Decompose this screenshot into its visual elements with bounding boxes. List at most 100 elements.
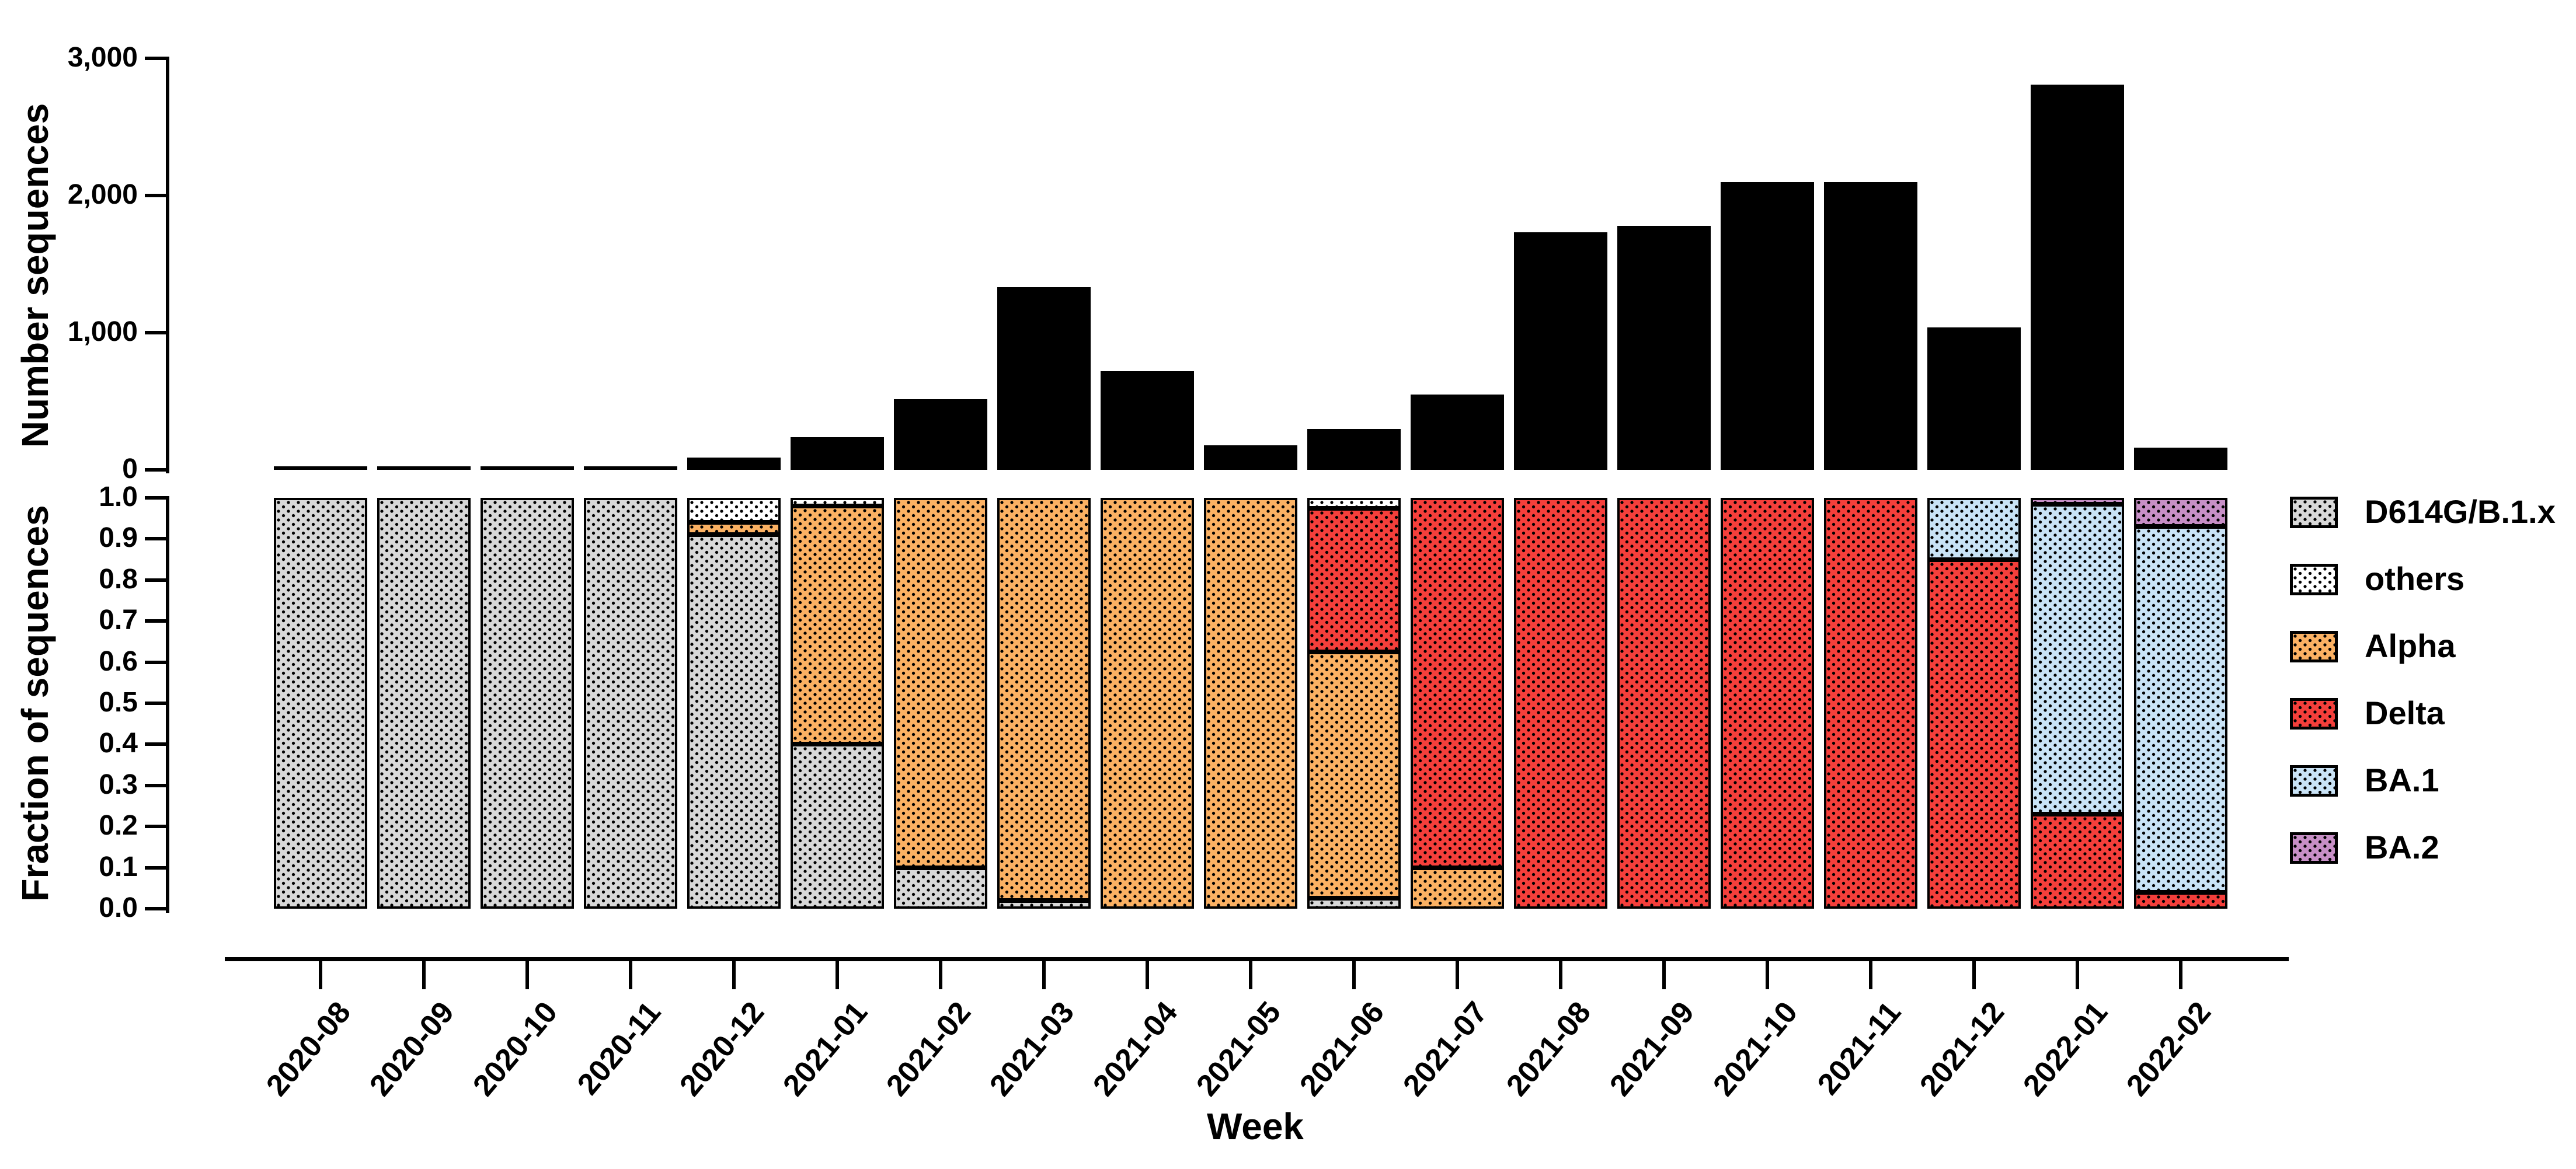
top-bar-2020-08 — [274, 466, 367, 470]
stack-segment-delta — [1927, 559, 2021, 909]
bottom-y-tick — [145, 660, 166, 664]
legend-label-d614g-b-1-x: D614G/B.1.x — [2365, 493, 2556, 530]
top-y-tick — [145, 331, 166, 334]
stack-segment-ba-2 — [2031, 498, 2124, 504]
top-bar-2020-10 — [481, 466, 574, 470]
stack-segment-alpha — [791, 506, 884, 745]
bottom-y-tick-label: 0.4 — [99, 728, 138, 759]
x-tick — [422, 961, 426, 989]
x-tick — [525, 961, 529, 989]
x-tick — [1869, 961, 1872, 989]
stack-segment-d614g-b-1-x — [584, 498, 677, 909]
bottom-y-tick-label: 0.1 — [99, 851, 138, 882]
top-bar-2021-04 — [1101, 371, 1194, 470]
stack-segment-delta — [1307, 508, 1401, 652]
x-tick — [1249, 961, 1252, 989]
legend-label-alpha: Alpha — [2365, 627, 2456, 664]
stack-segment-d614g-b-1-x — [687, 535, 781, 909]
top-y-tick — [145, 468, 166, 472]
bottom-y-axis-spine — [166, 496, 169, 913]
x-tick — [1766, 961, 1769, 989]
top-y-tick-label: 1,000 — [67, 316, 138, 347]
stack-segment-delta — [1514, 498, 1607, 909]
top-bar-2021-10 — [1721, 182, 1814, 470]
x-tick — [732, 961, 736, 989]
top-bar-2021-08 — [1514, 232, 1607, 470]
legend-swatch-alpha — [2290, 631, 2338, 662]
top-bar-2020-11 — [584, 466, 677, 470]
stack-segment-ba-1 — [2134, 526, 2227, 892]
top-bar-2022-01 — [2031, 84, 2124, 470]
bottom-y-tick-label: 0.6 — [99, 645, 138, 677]
bottom-y-tick — [145, 537, 166, 541]
stack-segment-d614g-b-1-x — [997, 900, 1091, 909]
bottom-y-tick-label: 0.0 — [99, 892, 138, 923]
stack-segment-delta — [2031, 814, 2124, 909]
top-bar-2020-09 — [377, 466, 471, 470]
bottom-y-tick — [145, 783, 166, 787]
x-tick — [939, 961, 942, 989]
top-bar-2022-02 — [2134, 448, 2227, 470]
stack-segment-alpha — [687, 522, 781, 535]
stack-segment-alpha — [1101, 498, 1194, 909]
stack-segment-ba-2 — [2134, 498, 2227, 527]
stack-segment-alpha — [1411, 867, 1504, 909]
x-tick — [2179, 961, 2182, 989]
top-y-tick — [145, 57, 166, 60]
stack-segment-others — [791, 498, 884, 507]
stack-segment-d614g-b-1-x — [791, 744, 884, 909]
top-bar-2021-01 — [791, 437, 884, 470]
bottom-y-tick-label: 0.3 — [99, 769, 138, 800]
bottom-y-tick — [145, 702, 166, 705]
legend: D614G/B.1.x others Alpha Delta BA.1 BA.2 — [2277, 484, 2576, 893]
stack-segment-alpha — [1307, 652, 1401, 899]
top-bar-2021-06 — [1307, 428, 1401, 470]
bottom-y-tick-label: 0.9 — [99, 522, 138, 554]
x-tick — [2076, 961, 2079, 989]
legend-swatch-delta — [2290, 698, 2338, 730]
stack-segment-delta — [2134, 892, 2227, 909]
x-tick — [836, 961, 839, 989]
stack-segment-d614g-b-1-x — [481, 498, 574, 909]
bottom-y-tick — [145, 825, 166, 829]
top-bar-2021-02 — [894, 399, 987, 470]
top-bar-2021-07 — [1411, 394, 1504, 470]
x-tick — [1146, 961, 1149, 989]
bottom-y-tick — [145, 907, 166, 910]
legend-swatch-ba-1 — [2290, 765, 2338, 797]
top-y-axis-spine — [166, 57, 169, 473]
top-bar-chart: 0 1,000 2,000 3,000 — [0, 0, 2576, 502]
top-bar-2020-12 — [687, 457, 781, 470]
stack-segment-others — [687, 498, 781, 523]
x-tick — [1972, 961, 1976, 989]
x-tick — [629, 961, 632, 989]
legend-swatch-others — [2290, 564, 2338, 595]
x-tick — [1662, 961, 1666, 989]
x-tick — [1352, 961, 1356, 989]
legend-label-delta: Delta — [2365, 695, 2445, 731]
stack-segment-d614g-b-1-x — [274, 498, 367, 909]
stack-segment-delta — [1617, 498, 1711, 909]
bottom-y-tick-label: 0.7 — [99, 605, 138, 636]
stack-segment-alpha — [894, 498, 987, 868]
x-tick — [1559, 961, 1562, 989]
top-bar-2021-11 — [1824, 182, 1917, 470]
stack-segment-d614g-b-1-x — [377, 498, 471, 909]
x-tick — [1042, 961, 1046, 989]
bottom-y-tick — [145, 578, 166, 582]
bottom-y-tick-label: 0.8 — [99, 563, 138, 595]
x-tick — [1456, 961, 1459, 989]
x-axis-line — [225, 957, 2289, 961]
legend-label-ba-1: BA.1 — [2365, 762, 2439, 798]
stack-segment-ba-1 — [1927, 498, 2021, 560]
bottom-y-tick-label: 0.2 — [99, 810, 138, 842]
stack-segment-d614g-b-1-x — [1307, 898, 1401, 909]
x-axis-title: Week — [1206, 1105, 1304, 1147]
stack-segment-alpha — [1204, 498, 1297, 909]
top-y-tick-label: 3,000 — [67, 42, 138, 73]
top-bar-2021-09 — [1617, 225, 1711, 470]
top-bar-2021-05 — [1204, 445, 1297, 470]
bottom-y-tick — [145, 496, 166, 500]
stack-segment-delta — [1824, 498, 1917, 909]
